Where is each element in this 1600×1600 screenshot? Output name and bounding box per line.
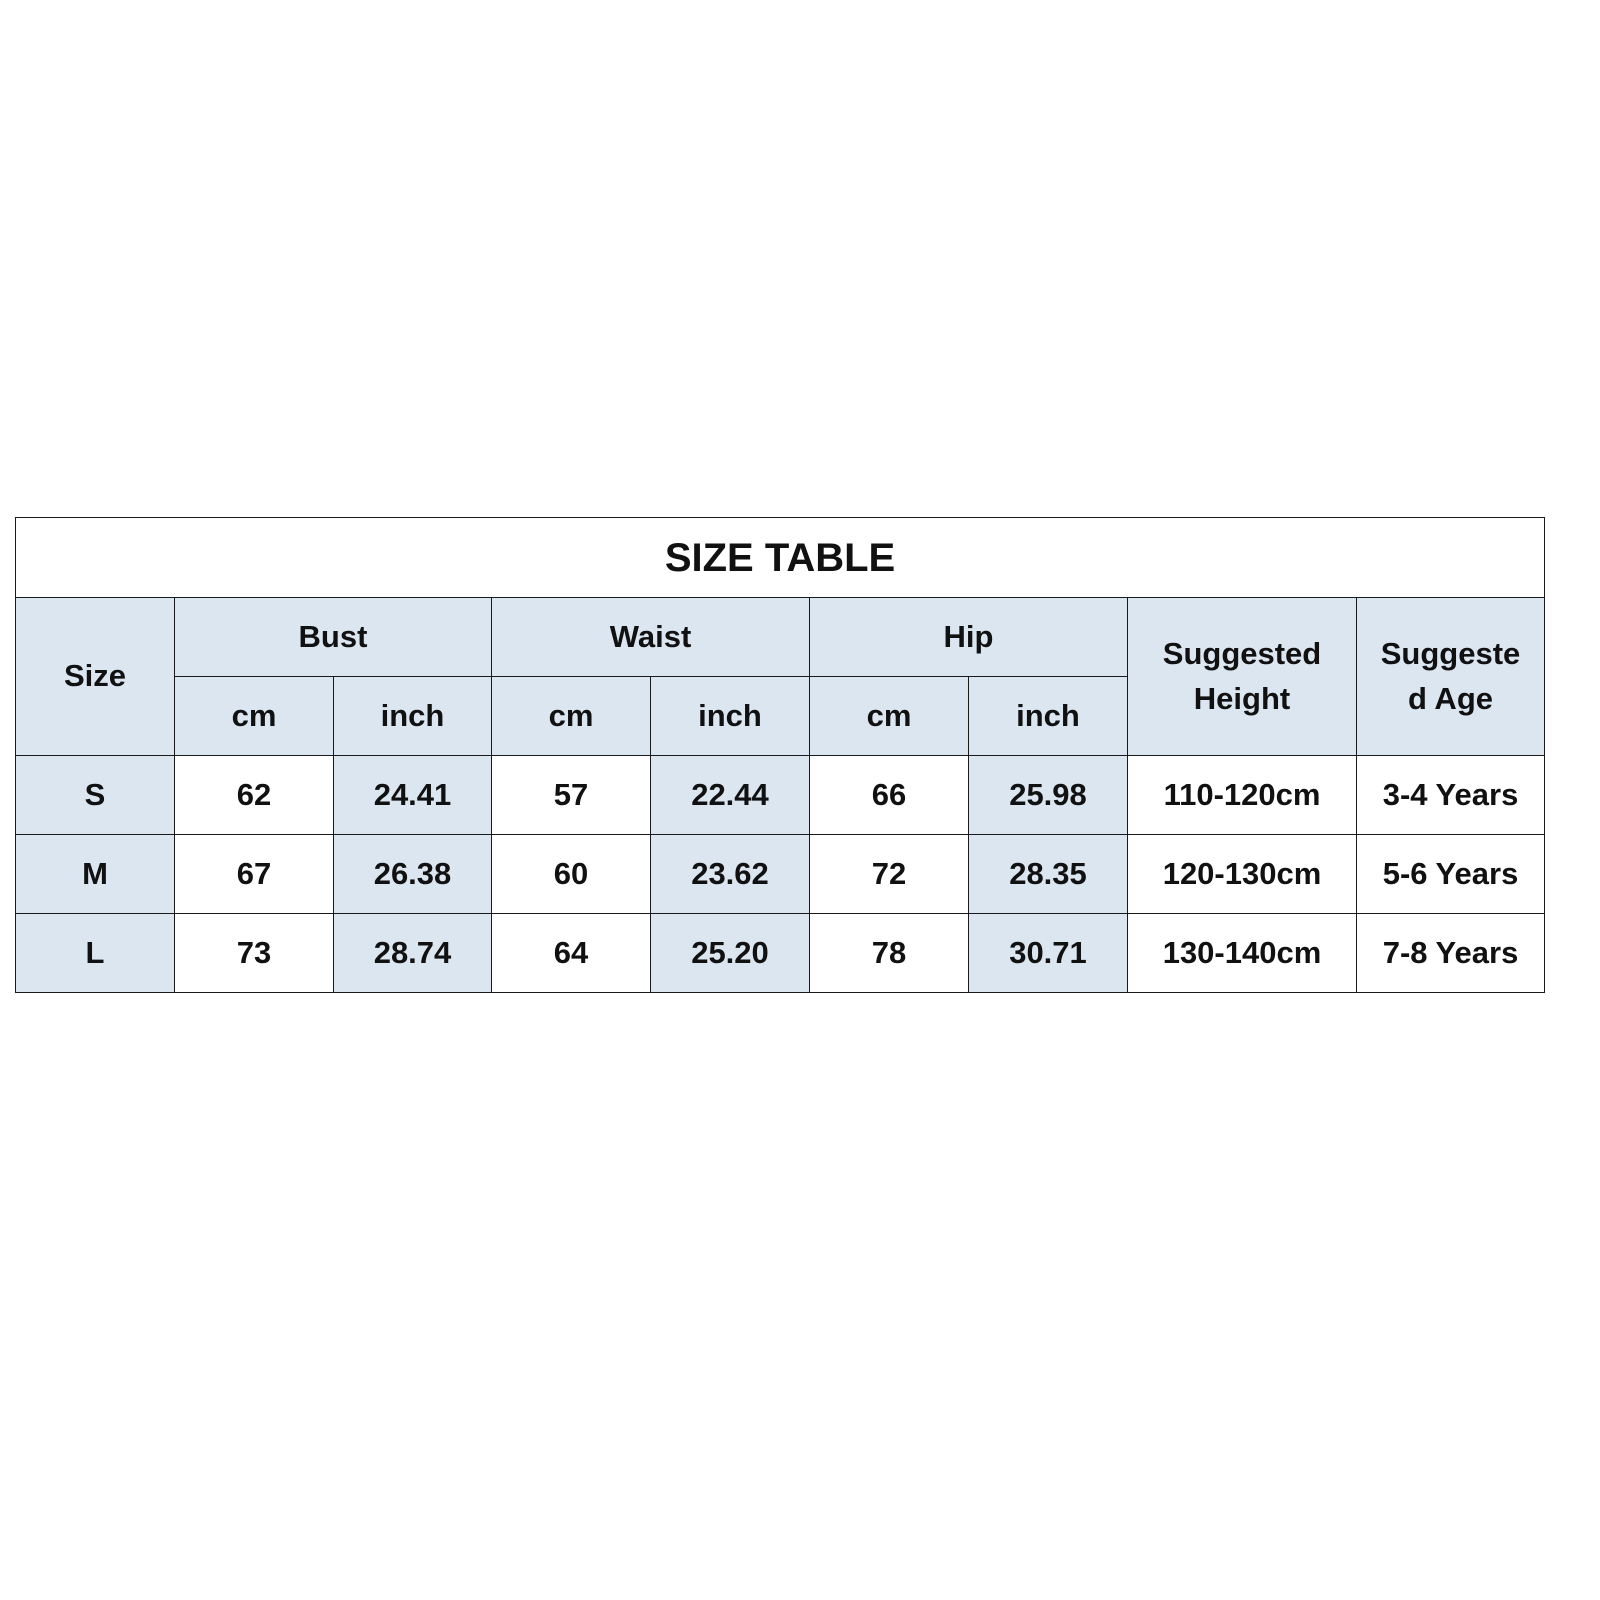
header-bust: Bust — [174, 597, 492, 677]
waist-inch: 25.20 — [650, 913, 810, 993]
unit-header: inch — [333, 676, 492, 756]
bust-inch: 24.41 — [333, 755, 492, 835]
hip-cm: 66 — [809, 755, 969, 835]
waist-cm: 57 — [491, 755, 651, 835]
bust-cm: 67 — [174, 834, 334, 914]
unit-header: cm — [491, 676, 651, 756]
height-cell: 110-120cm — [1127, 755, 1357, 835]
unit-header: inch — [650, 676, 810, 756]
size-cell: M — [15, 834, 175, 914]
hip-cm: 72 — [809, 834, 969, 914]
header-hip: Hip — [809, 597, 1128, 677]
unit-header: inch — [968, 676, 1128, 756]
header-waist: Waist — [491, 597, 810, 677]
bust-cm: 62 — [174, 755, 334, 835]
table-row: L 73 28.74 64 25.20 78 30.71 130-140cm 7… — [15, 913, 1546, 993]
hip-inch: 25.98 — [968, 755, 1128, 835]
header-suggested-age: Suggeste d Age — [1355, 597, 1546, 756]
size-cell: L — [15, 913, 175, 993]
age-cell: 5-6 Years — [1355, 834, 1546, 914]
waist-cm: 60 — [491, 834, 651, 914]
bust-inch: 26.38 — [333, 834, 492, 914]
size-table: SIZE TABLE Size Bust Waist Hip Suggested… — [14, 517, 1546, 993]
hip-inch: 30.71 — [968, 913, 1128, 993]
waist-inch: 23.62 — [650, 834, 810, 914]
header-size: Size — [15, 597, 175, 756]
bust-cm: 73 — [174, 913, 334, 993]
waist-inch: 22.44 — [650, 755, 810, 835]
table-row: M 67 26.38 60 23.62 72 28.35 120-130cm 5… — [15, 834, 1546, 914]
hip-cm: 78 — [809, 913, 969, 993]
header-line: Suggeste — [1380, 635, 1521, 671]
table-title: SIZE TABLE — [14, 517, 1546, 598]
header-suggested-height: Suggested Height — [1127, 597, 1357, 756]
table-row: S 62 24.41 57 22.44 66 25.98 110-120cm 3… — [15, 755, 1546, 835]
bust-inch: 28.74 — [333, 913, 492, 993]
header-line: d Age — [1408, 680, 1493, 716]
height-cell: 130-140cm — [1127, 913, 1357, 993]
header-line: Height — [1193, 680, 1291, 716]
waist-cm: 64 — [491, 913, 651, 993]
size-cell: S — [15, 755, 175, 835]
unit-header: cm — [809, 676, 969, 756]
unit-header: cm — [174, 676, 334, 756]
age-cell: 3-4 Years — [1355, 755, 1546, 835]
header-line: Suggested — [1162, 635, 1322, 671]
hip-inch: 28.35 — [968, 834, 1128, 914]
age-cell: 7-8 Years — [1355, 913, 1546, 993]
height-cell: 120-130cm — [1127, 834, 1357, 914]
